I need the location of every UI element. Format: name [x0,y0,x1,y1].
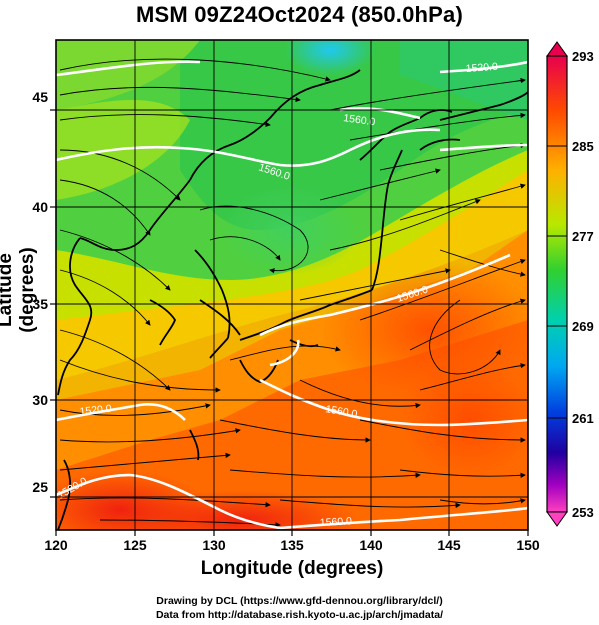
contour-label-8: 1560.0 [320,515,353,529]
y-tick-label: 40 [32,199,48,215]
height-contours [56,60,528,530]
contour-label-1: 1520.0 [465,61,498,75]
contour-label-7: 1560.0 [324,403,358,420]
colorbar-tick-label: 261 [572,411,594,426]
grid-lines [56,40,528,530]
y-tick-label: 25 [32,479,48,495]
x-tick-label: 130 [202,537,226,553]
x-axis-label: Longitude (degrees) [200,558,384,579]
colorbar-tick-label: 285 [572,139,594,154]
coastlines [57,69,528,530]
x-tick-label: 140 [359,537,383,553]
x-axis-ticks: 120 125 130 135 140 145 150 [44,530,540,553]
contour-label-5: 1520.0 [79,403,112,418]
colorbar-tick-label: 277 [572,229,594,244]
credit-dcl: Drawing by DCL (https://www.gfd-dennou.o… [156,595,443,607]
x-tick-label: 135 [280,537,304,553]
contour-label-2: 1560.0 [343,112,377,128]
y-tick-label: 45 [32,89,48,105]
x-tick-label: 125 [123,537,147,553]
colorbar-top-arrow [546,41,568,57]
x-tick-label: 145 [437,537,461,553]
y-tick-label: 35 [32,296,48,312]
chart-title: MSM 09Z24Oct2024 (850.0hPa) [136,2,463,27]
x-tick-label: 120 [44,537,68,553]
colorbar-tick-label: 269 [572,319,594,334]
colorbar: 293 285 277 269 261 253 [546,41,594,527]
x-tick-label: 150 [516,537,540,553]
colorbar-tick-label: 253 [572,505,594,520]
colorbar-bottom-arrow [546,511,568,527]
credit-data-source: Data from http://database.rish.kyoto-u.a… [155,609,444,621]
y-tick-label: 30 [32,392,48,408]
y-axis-ticks: 25 30 35 40 45 [32,89,56,498]
colorbar-tick-label: 293 [572,49,594,64]
colorbar-gradient [546,55,568,513]
